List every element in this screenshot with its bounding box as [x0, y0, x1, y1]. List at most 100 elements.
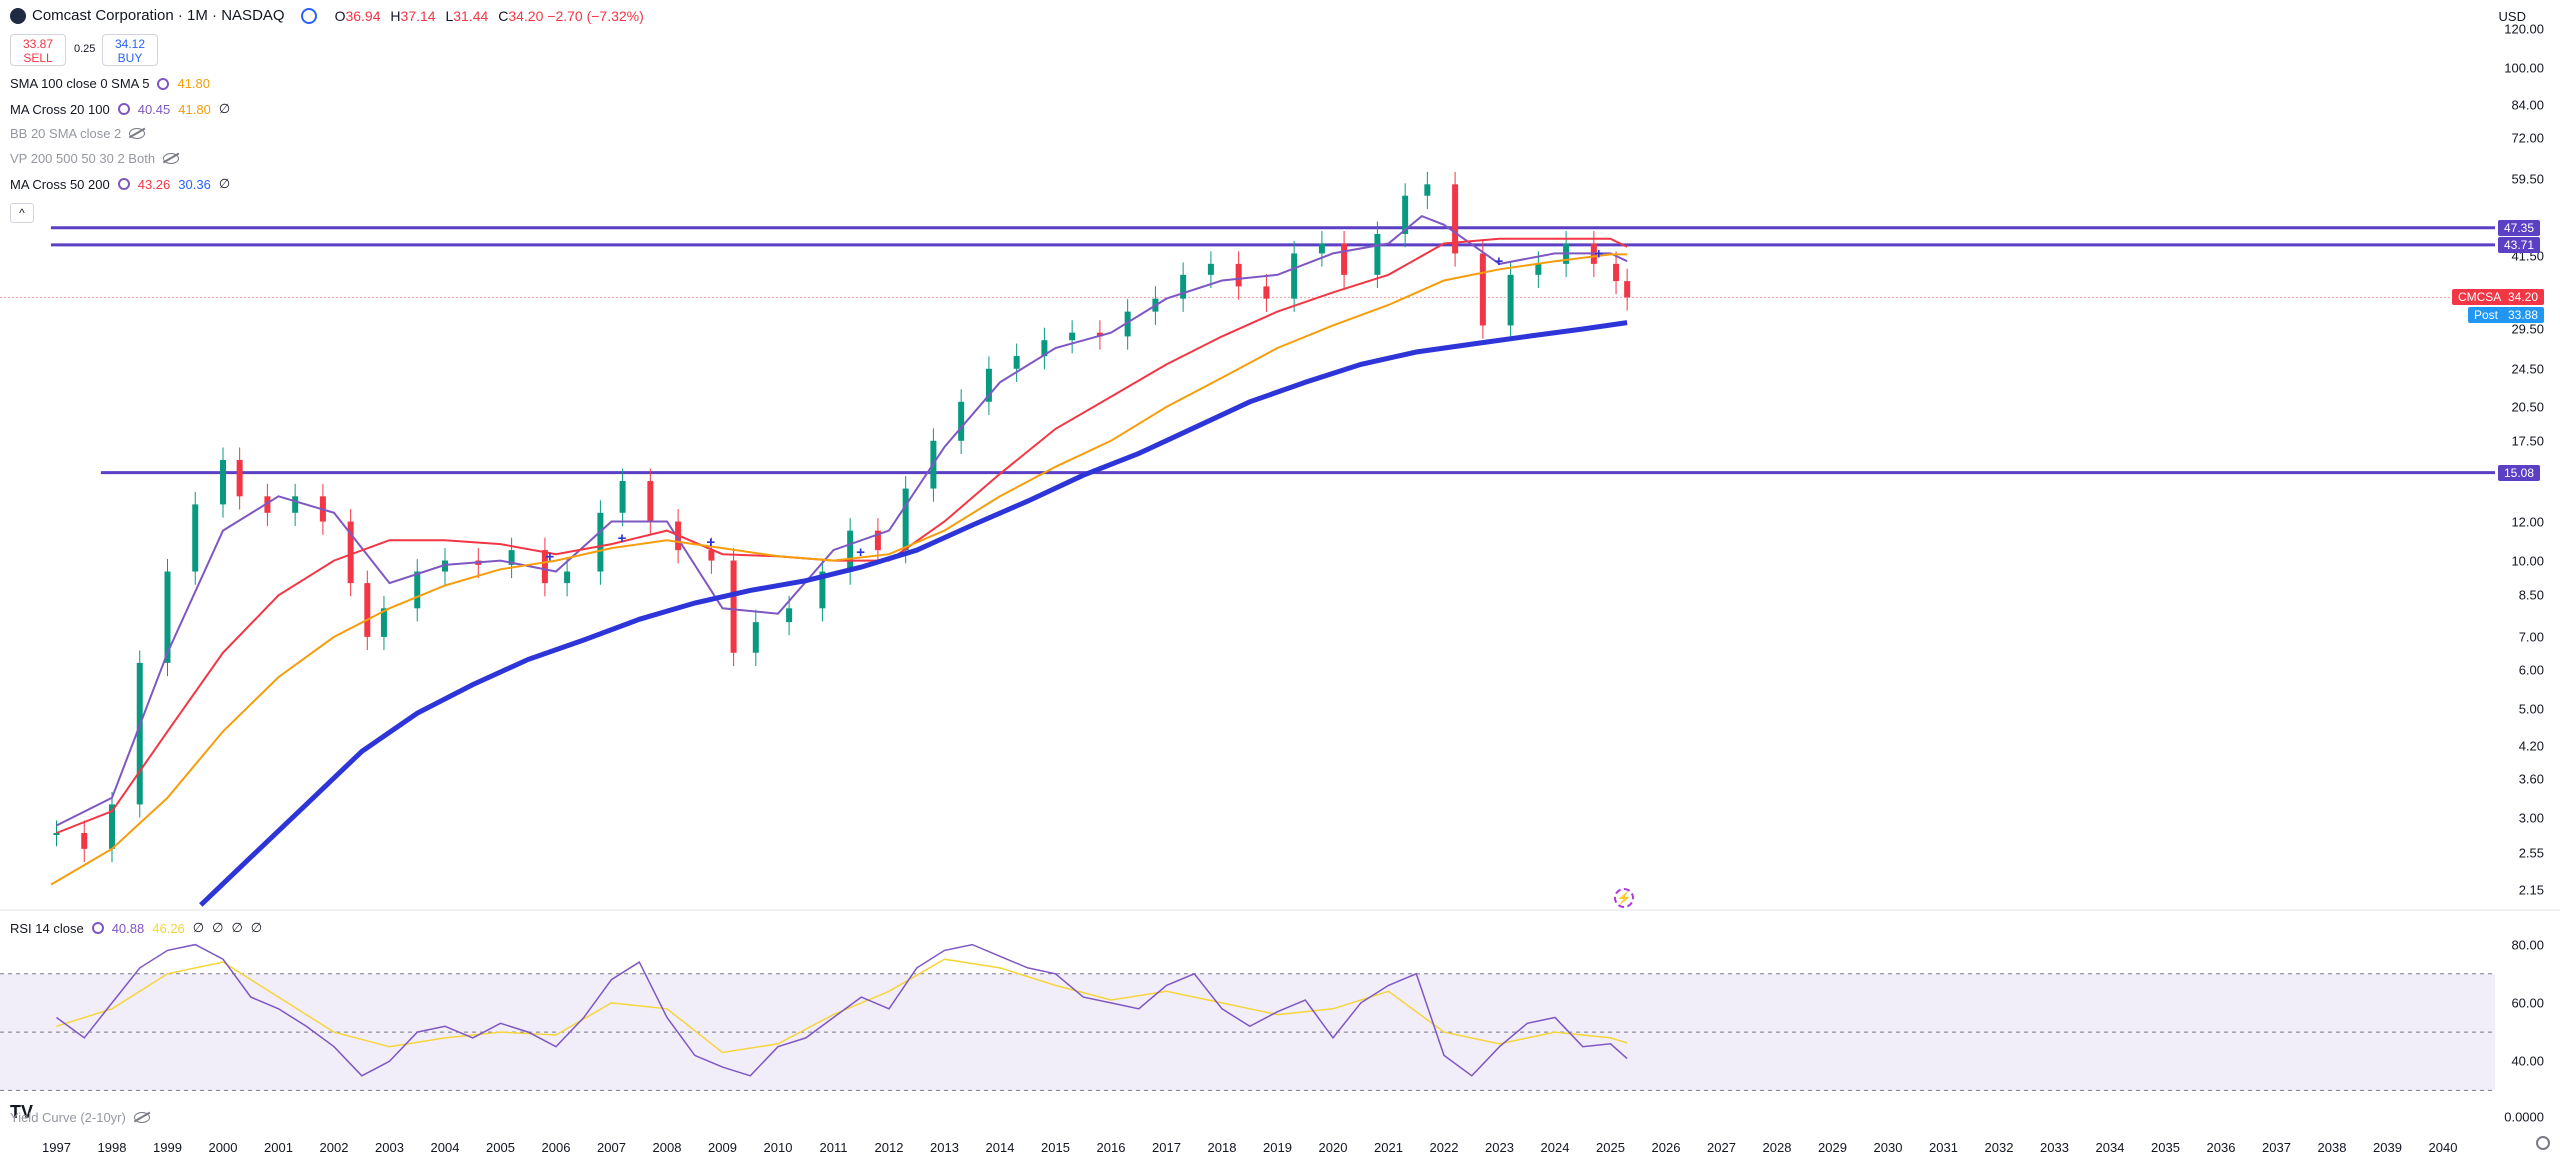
candle-body [508, 550, 515, 565]
candle-body [53, 832, 60, 835]
ma-cross-marker: + [856, 544, 865, 561]
rsi-axis-label: 60.00 [2511, 995, 2544, 1011]
time-axis-label: 2023 [1485, 1140, 1514, 1155]
time-axis-label: 2038 [2317, 1140, 2347, 1155]
candle-body [236, 459, 243, 497]
indicator-settings-icon[interactable] [117, 103, 130, 115]
rsi-axis-label: 80.00 [2511, 937, 2544, 953]
time-axis-label: 2030 [1873, 1140, 1903, 1155]
price-axis-label: 17.50 [2511, 433, 2544, 449]
candle-body [136, 662, 143, 805]
moving-average-line [50, 253, 1628, 886]
hidden-eye-icon[interactable] [129, 128, 146, 139]
ohlc-values: O36.94 H37.14 L31.44 C34.20 −2.70 (−7.32… [334, 7, 644, 24]
indicator-vp[interactable]: VP 200 500 50 30 2 Both [10, 151, 180, 166]
candle-body [752, 622, 759, 653]
time-axis-label: 2003 [375, 1140, 404, 1155]
time-axis-label: 2017 [1152, 1140, 1181, 1155]
time-axis-label: 2027 [1707, 1140, 1736, 1155]
currency-label[interactable]: USD [2498, 9, 2526, 24]
candle-body [442, 560, 448, 572]
time-axis-label: 2010 [763, 1140, 793, 1155]
moving-average-line [56, 237, 1628, 834]
candle-body [541, 550, 548, 584]
time-axis-label: 2037 [2262, 1140, 2291, 1155]
price-axis-label: 20.50 [2511, 399, 2544, 415]
tradingview-logo[interactable]: TV [10, 1102, 34, 1122]
ma-cross-marker: + [618, 530, 627, 547]
candle-body [597, 512, 604, 572]
rsi-legend[interactable]: RSI 14 close 40.88 46.26 ∅ ∅ ∅ ∅ [10, 920, 263, 936]
lightning-icon[interactable]: ⚡ [1614, 888, 1634, 908]
candle-body [1452, 184, 1459, 254]
time-axis-label: 2021 [1374, 1140, 1403, 1155]
time-axis-label: 2029 [1818, 1140, 1847, 1155]
ma-cross-marker: + [1594, 245, 1603, 262]
candle-body [985, 368, 992, 402]
time-axis-label: 2040 [2428, 1140, 2458, 1155]
candle-body [958, 401, 965, 441]
candle-body [364, 583, 371, 637]
symbol-header[interactable]: Comcast Corporation · 1M · NASDAQ O36.94… [10, 7, 644, 24]
price-axis-label: 2.15 [2518, 882, 2544, 898]
time-axis-label: 2008 [652, 1140, 682, 1155]
candle-body [619, 481, 626, 513]
candle-body [164, 571, 171, 663]
time-axis-label: 2020 [1318, 1140, 1348, 1155]
candle-body [1535, 263, 1542, 275]
indicator-settings-icon[interactable] [157, 77, 170, 90]
candle-body [902, 488, 909, 551]
candle-body [1291, 253, 1298, 299]
time-axis-label: 2000 [208, 1140, 238, 1155]
candle-body [1207, 263, 1214, 275]
rsi-line [56, 943, 1628, 1077]
collapse-legend-button[interactable]: ^ [10, 203, 34, 223]
candle-body [1374, 233, 1381, 275]
comcast-logo-icon [10, 7, 26, 24]
horizontal-level-badge: 15.08 [2497, 464, 2540, 481]
price-axis-label: 2.55 [2518, 845, 2544, 861]
time-axis-label: 2028 [1762, 1140, 1792, 1155]
time-axis-label: 2036 [2206, 1140, 2236, 1155]
moving-average-line [199, 320, 1628, 907]
indicator-settings-icon[interactable] [91, 922, 104, 934]
candle-body [1424, 184, 1431, 196]
indicator-bb[interactable]: BB 20 SMA close 2 [10, 126, 146, 141]
indicator-ma-cross-50-200[interactable]: MA Cross 50 200 43.26 30.36 ∅ [10, 176, 231, 192]
indicator-ma-cross-20-100[interactable]: MA Cross 20 100 40.45 41.80 ∅ [10, 101, 231, 117]
candle-body [819, 571, 826, 609]
gear-icon[interactable] [2536, 1136, 2550, 1150]
time-axis-label: 2001 [264, 1140, 293, 1155]
candle-body [708, 550, 715, 561]
candle-body [414, 571, 421, 609]
candle-body [1263, 286, 1270, 299]
yield-curve-legend[interactable]: Yield Curve (2-10yr) [10, 1110, 150, 1125]
market-status-icon [300, 7, 317, 24]
candle-body [220, 459, 226, 505]
indicator-sma100[interactable]: SMA 100 close 0 SMA 5 41.80 [10, 76, 211, 91]
candle-body [1096, 332, 1103, 337]
moving-average-line [56, 214, 1628, 827]
sell-button[interactable]: 33.87 SELL [10, 34, 66, 66]
time-axis-label: 2032 [1984, 1140, 2014, 1155]
time-axis-label: 2015 [1041, 1140, 1070, 1155]
time-axis-label: 1998 [97, 1140, 127, 1155]
price-axis-label: 8.50 [2518, 587, 2544, 603]
indicator-settings-icon[interactable] [117, 178, 130, 190]
price-axis-label: 12.00 [2511, 514, 2544, 530]
price-axis-label: 3.00 [2518, 810, 2544, 826]
symbol-title[interactable]: Comcast Corporation · 1M · NASDAQ [32, 7, 285, 24]
candle-body [786, 608, 793, 623]
hidden-eye-icon[interactable] [133, 1112, 150, 1123]
time-axis-label: 2002 [319, 1140, 349, 1155]
time-axis-label: 2004 [430, 1140, 460, 1155]
candle-body [380, 608, 387, 637]
time-axis-label: 2009 [708, 1140, 737, 1155]
candle-body [1402, 195, 1409, 234]
buy-button[interactable]: 34.12 BUY [102, 34, 158, 66]
price-axis-label: 4.20 [2518, 738, 2544, 754]
time-axis-label: 1997 [42, 1140, 71, 1155]
price-axis-label: 59.50 [2511, 171, 2544, 187]
hidden-eye-icon[interactable] [163, 153, 180, 164]
